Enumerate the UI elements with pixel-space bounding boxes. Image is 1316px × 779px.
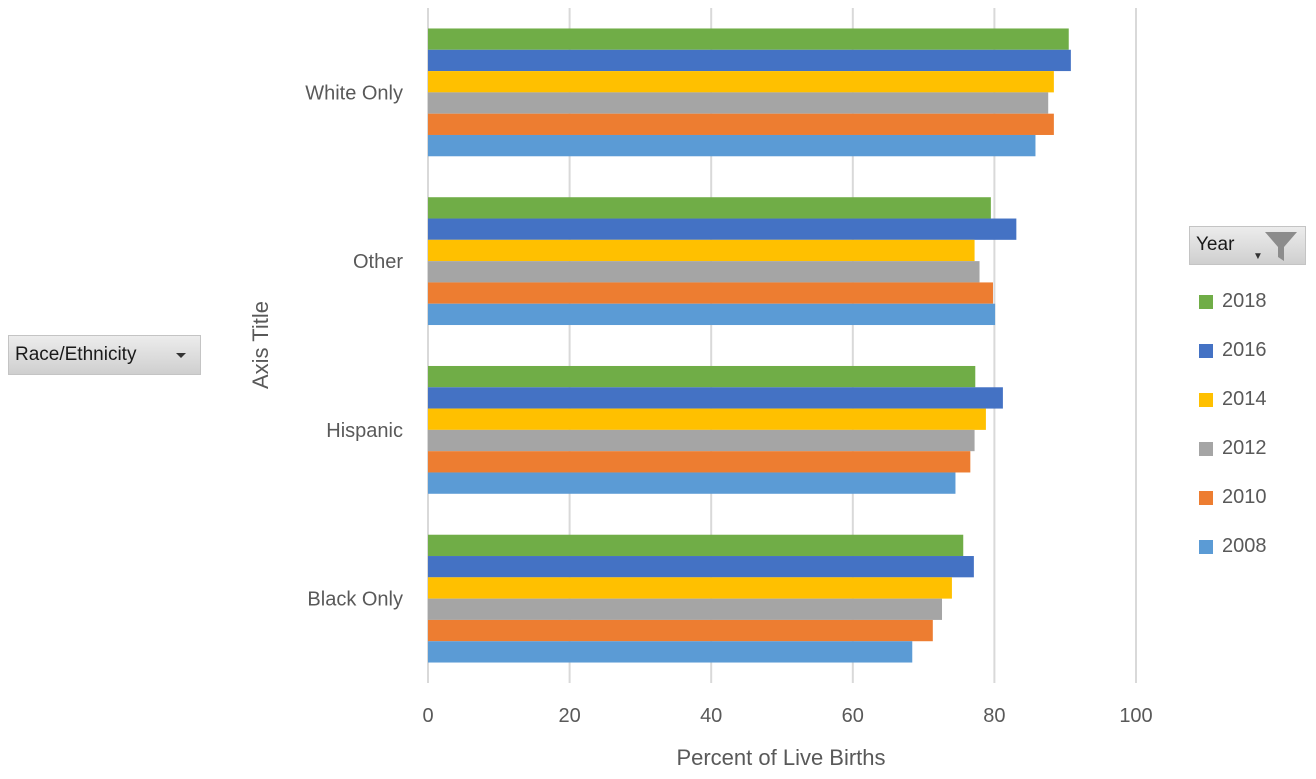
year-filter-button[interactable]: Year ▼ <box>1189 226 1306 265</box>
category-label: Black Only <box>307 589 403 611</box>
bar-2016-white-only <box>428 49 1071 72</box>
y-axis-title: Axis Title <box>248 301 273 389</box>
x-axis-title: Percent of Live Births <box>676 745 885 770</box>
legend-swatch <box>1199 490 1213 505</box>
race-ethnicity-label: Race/Ethnicity <box>15 344 137 365</box>
bar-2018-black-only <box>428 534 964 557</box>
legend-label: 2016 <box>1222 339 1267 361</box>
legend-item: 2008 <box>1199 522 1267 571</box>
bar-2014-white-only <box>428 71 1054 93</box>
filter-funnel-icon <box>1265 232 1297 261</box>
legend-item: 2012 <box>1199 424 1267 473</box>
category-label: Other <box>353 251 403 273</box>
legend-item: 2018 <box>1199 277 1267 326</box>
x-tick-label: 40 <box>700 705 722 727</box>
legend-swatch <box>1199 441 1213 456</box>
bar-2008-black-only <box>428 641 913 663</box>
bar-2014-hispanic <box>428 408 986 430</box>
legend-label: 2010 <box>1222 486 1267 508</box>
dropdown-arrow-icon: ▼ <box>1253 251 1263 262</box>
bar-2012-white-only <box>428 92 1049 114</box>
x-tick-label: 20 <box>558 705 580 727</box>
bar-2014-other <box>428 239 975 262</box>
bar-2014-black-only <box>428 577 952 599</box>
legend-item: 2016 <box>1199 326 1267 375</box>
legend-label: 2012 <box>1222 437 1267 459</box>
bar-2010-hispanic <box>428 451 971 473</box>
bars <box>428 28 1071 663</box>
category-labels: White Only Other Hispanic Black Only <box>305 82 403 610</box>
legend-item: 2010 <box>1199 473 1267 522</box>
x-tick-label: 80 <box>983 705 1005 727</box>
year-filter-label: Year <box>1196 234 1235 255</box>
bar-2018-other <box>428 197 991 219</box>
x-tick-label: 60 <box>842 705 864 727</box>
bar-2012-black-only <box>428 598 943 620</box>
bar-2012-hispanic <box>428 429 975 452</box>
bar-2016-other <box>428 218 1017 240</box>
bar-2016-black-only <box>428 556 974 578</box>
x-tick-label: 0 <box>422 705 433 727</box>
bar-2010-white-only <box>428 113 1054 135</box>
x-tick-label: 100 <box>1119 705 1152 727</box>
legend-item: 2014 <box>1199 375 1267 424</box>
legend-swatch <box>1199 294 1213 309</box>
legend-swatch <box>1199 539 1213 554</box>
legend-label: 2018 <box>1222 290 1267 312</box>
bar-2018-hispanic <box>428 365 976 388</box>
legend-label: 2008 <box>1222 535 1267 557</box>
bar-2016-hispanic <box>428 387 1003 409</box>
category-label: Hispanic <box>326 420 403 442</box>
legend-label: 2014 <box>1222 388 1267 410</box>
bar-2018-white-only <box>428 28 1069 50</box>
legend: 2018 2016 2014 2012 2010 2008 <box>1199 277 1267 571</box>
legend-swatch <box>1199 392 1213 407</box>
category-label: White Only <box>305 82 403 104</box>
bar-2008-white-only <box>428 134 1036 157</box>
chevron-down-icon <box>176 353 186 358</box>
bar-2008-other <box>428 303 996 326</box>
bar-2010-black-only <box>428 619 933 642</box>
bar-2008-hispanic <box>428 472 956 494</box>
bar-2010-other <box>428 282 993 304</box>
x-tick-labels: 0 20 40 60 80 100 <box>422 705 1152 727</box>
bar-2012-other <box>428 261 980 283</box>
race-ethnicity-field-button[interactable]: Race/Ethnicity <box>8 335 201 375</box>
legend-swatch <box>1199 343 1213 358</box>
